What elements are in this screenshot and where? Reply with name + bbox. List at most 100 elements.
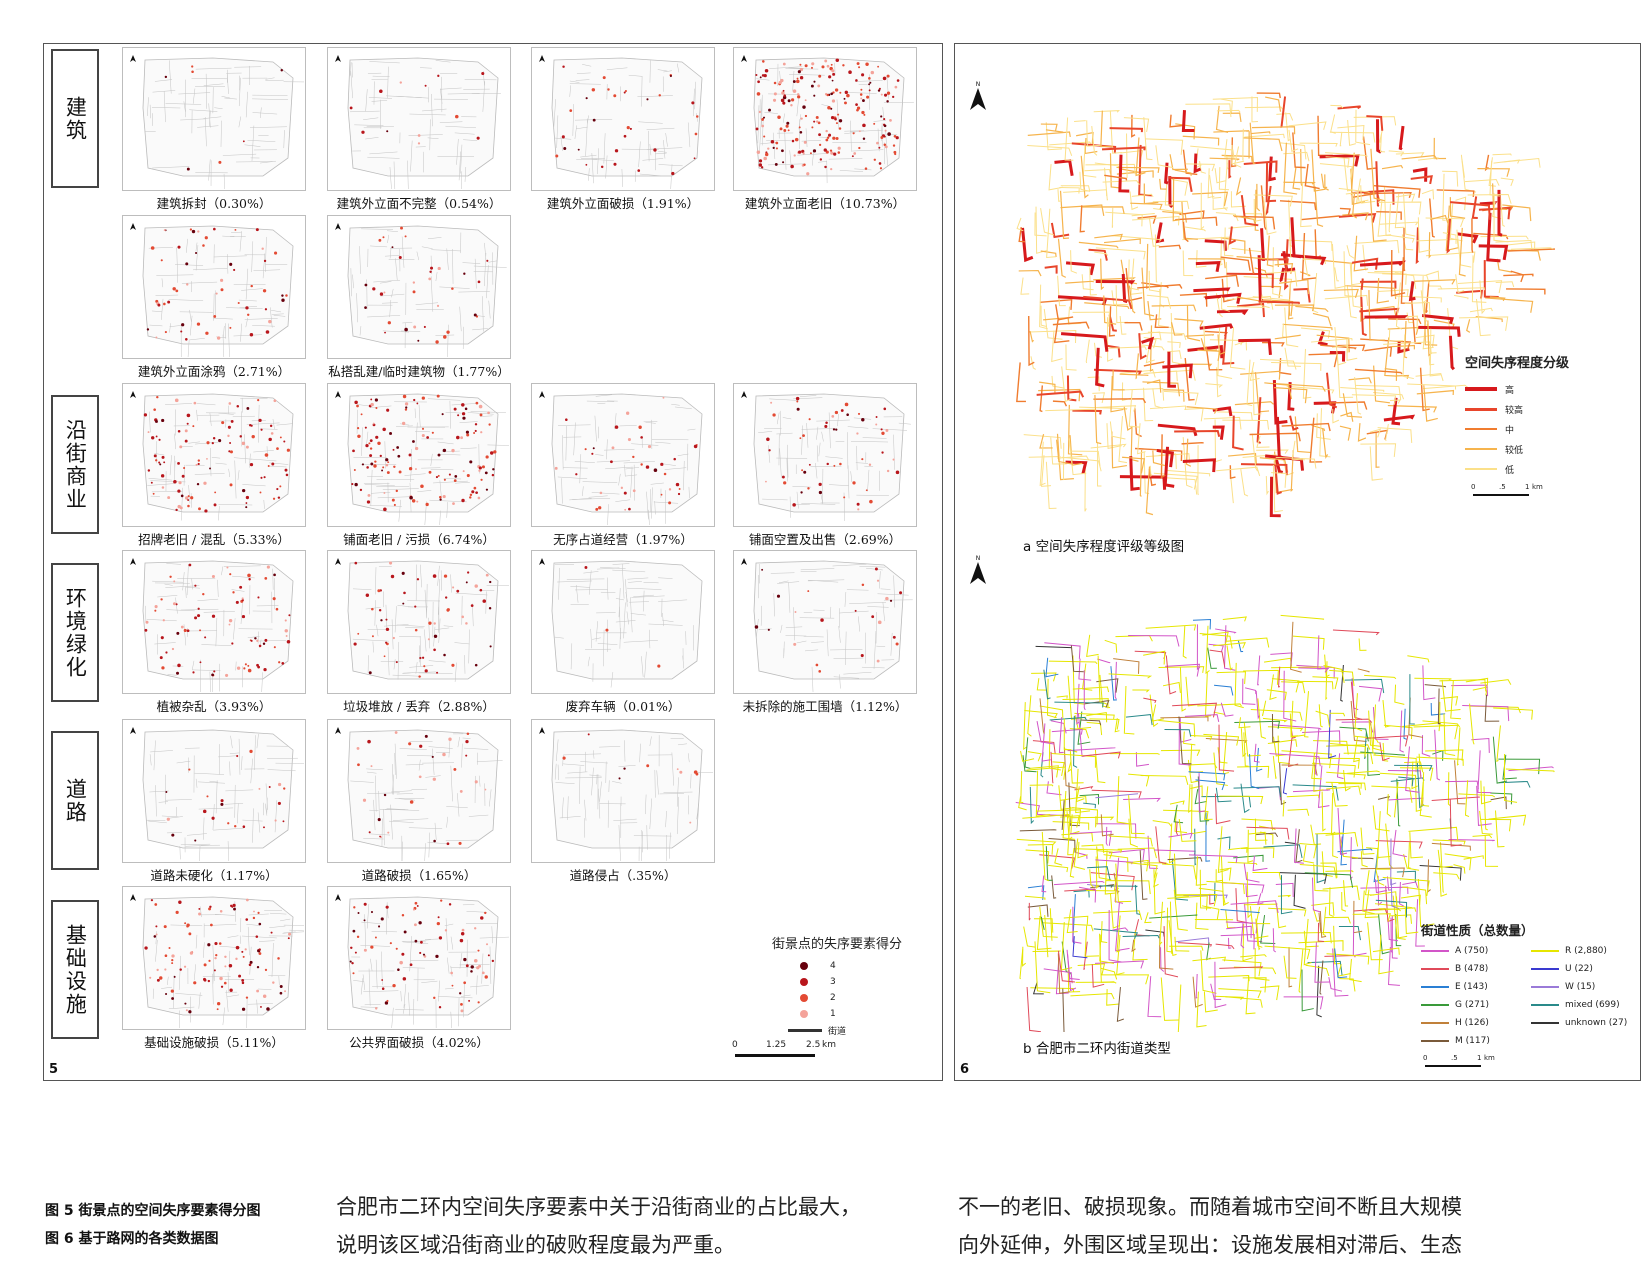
street-segment bbox=[1052, 330, 1063, 361]
disorder-point bbox=[877, 66, 879, 68]
north-arrow-icon bbox=[335, 894, 341, 901]
street-type-swatch bbox=[1531, 950, 1559, 952]
street-segment bbox=[1293, 636, 1324, 650]
disorder-point bbox=[210, 924, 213, 927]
disorder-dot-map bbox=[734, 551, 915, 692]
street-segment bbox=[1363, 245, 1366, 271]
street-segment bbox=[1158, 223, 1164, 242]
disorder-point bbox=[800, 76, 803, 79]
disorder-point bbox=[281, 294, 283, 296]
disorder-point bbox=[227, 435, 229, 437]
street-segment bbox=[1344, 158, 1351, 191]
street-type-label: W (15) bbox=[1565, 982, 1595, 992]
disorder-point bbox=[272, 981, 274, 983]
street-segment bbox=[1052, 223, 1069, 237]
disorder-point bbox=[446, 330, 449, 333]
street-segment bbox=[1270, 157, 1276, 180]
disorder-point bbox=[198, 463, 200, 465]
street-segment bbox=[1120, 316, 1126, 334]
street-segment bbox=[1280, 201, 1316, 210]
figure-captions: 图 5 街景点的空间失序要素得分图 图 6 基于路网的各类数据图 bbox=[45, 1197, 261, 1253]
disorder-point bbox=[402, 422, 405, 425]
street-segment bbox=[1426, 281, 1429, 313]
disorder-point bbox=[478, 1001, 480, 1003]
disorder-point bbox=[409, 454, 412, 457]
disorder-point bbox=[370, 447, 372, 449]
disorder-dot-map bbox=[328, 384, 509, 525]
street-segment bbox=[1313, 741, 1348, 755]
street-segment bbox=[1325, 871, 1353, 872]
disorder-point bbox=[426, 503, 429, 506]
disorder-dot-map bbox=[123, 216, 304, 357]
street-segment bbox=[1374, 850, 1385, 882]
disorder-point bbox=[807, 590, 809, 592]
disorder-point bbox=[467, 474, 470, 477]
disorder-point bbox=[184, 629, 187, 632]
disorder-point bbox=[865, 167, 868, 170]
disorder-point bbox=[818, 133, 821, 136]
disorder-point bbox=[396, 446, 399, 449]
disorder-point bbox=[425, 669, 428, 672]
disorder-point bbox=[615, 425, 619, 429]
level-high: 高 bbox=[1465, 379, 1635, 399]
disorder-point bbox=[404, 931, 407, 934]
disorder-point bbox=[158, 462, 160, 464]
street-segment bbox=[1217, 672, 1246, 684]
disorder-point bbox=[678, 493, 680, 495]
street-segment bbox=[1136, 752, 1149, 766]
disorder-point bbox=[378, 239, 381, 242]
disorder-point bbox=[871, 71, 874, 74]
disorder-point bbox=[646, 764, 649, 767]
disorder-point bbox=[462, 417, 465, 420]
street-segment bbox=[1159, 245, 1181, 249]
disorder-point bbox=[832, 99, 835, 102]
disorder-point bbox=[860, 89, 862, 91]
north-arrow-icon bbox=[539, 391, 545, 398]
street-segment bbox=[1331, 114, 1336, 133]
disorder-point bbox=[243, 956, 245, 958]
disorder-point bbox=[585, 566, 588, 569]
street-segment bbox=[1068, 761, 1071, 772]
street-segment bbox=[1237, 766, 1269, 777]
disorder-point bbox=[161, 636, 164, 639]
street-segment bbox=[1183, 460, 1215, 472]
disorder-point bbox=[240, 435, 242, 437]
disorder-point bbox=[433, 648, 436, 651]
disorder-point bbox=[818, 670, 821, 673]
street-segment bbox=[1192, 192, 1227, 206]
street-segment bbox=[1329, 887, 1333, 916]
street-segment bbox=[1352, 858, 1374, 859]
disorder-point bbox=[623, 767, 625, 769]
street-segment bbox=[1065, 117, 1073, 160]
disorder-point bbox=[357, 427, 359, 429]
street-segment bbox=[1304, 845, 1315, 863]
disorder-point bbox=[153, 408, 156, 411]
disorder-point bbox=[455, 115, 459, 119]
disorder-point bbox=[871, 615, 874, 618]
disorder-point bbox=[454, 479, 457, 482]
disorder-point bbox=[386, 906, 389, 909]
disorder-point bbox=[271, 463, 274, 466]
disorder-point bbox=[393, 637, 395, 639]
street-segment bbox=[1376, 841, 1422, 849]
street-segment bbox=[1315, 229, 1321, 258]
category-infrastructure: 基础设施 bbox=[51, 900, 99, 1039]
street-segment bbox=[1028, 695, 1032, 736]
disorder-point bbox=[575, 473, 577, 475]
street-segment bbox=[1285, 842, 1296, 844]
street-segment bbox=[1064, 719, 1071, 750]
disorder-point bbox=[429, 471, 432, 474]
disorder-point bbox=[861, 73, 864, 76]
disorder-point bbox=[252, 435, 255, 438]
street-segment bbox=[1393, 830, 1407, 857]
score-legend: 街景点的失序要素得分 4 3 2 1 街道 bbox=[772, 933, 942, 1038]
north-arrow-icon bbox=[335, 55, 341, 62]
disorder-point bbox=[217, 1008, 219, 1010]
disorder-point bbox=[186, 923, 189, 926]
street-segment bbox=[1265, 97, 1280, 112]
disorder-point bbox=[857, 508, 859, 510]
disorder-point bbox=[648, 445, 651, 448]
disorder-point bbox=[777, 595, 780, 598]
disorder-point bbox=[768, 109, 771, 112]
disorder-point bbox=[788, 99, 791, 102]
